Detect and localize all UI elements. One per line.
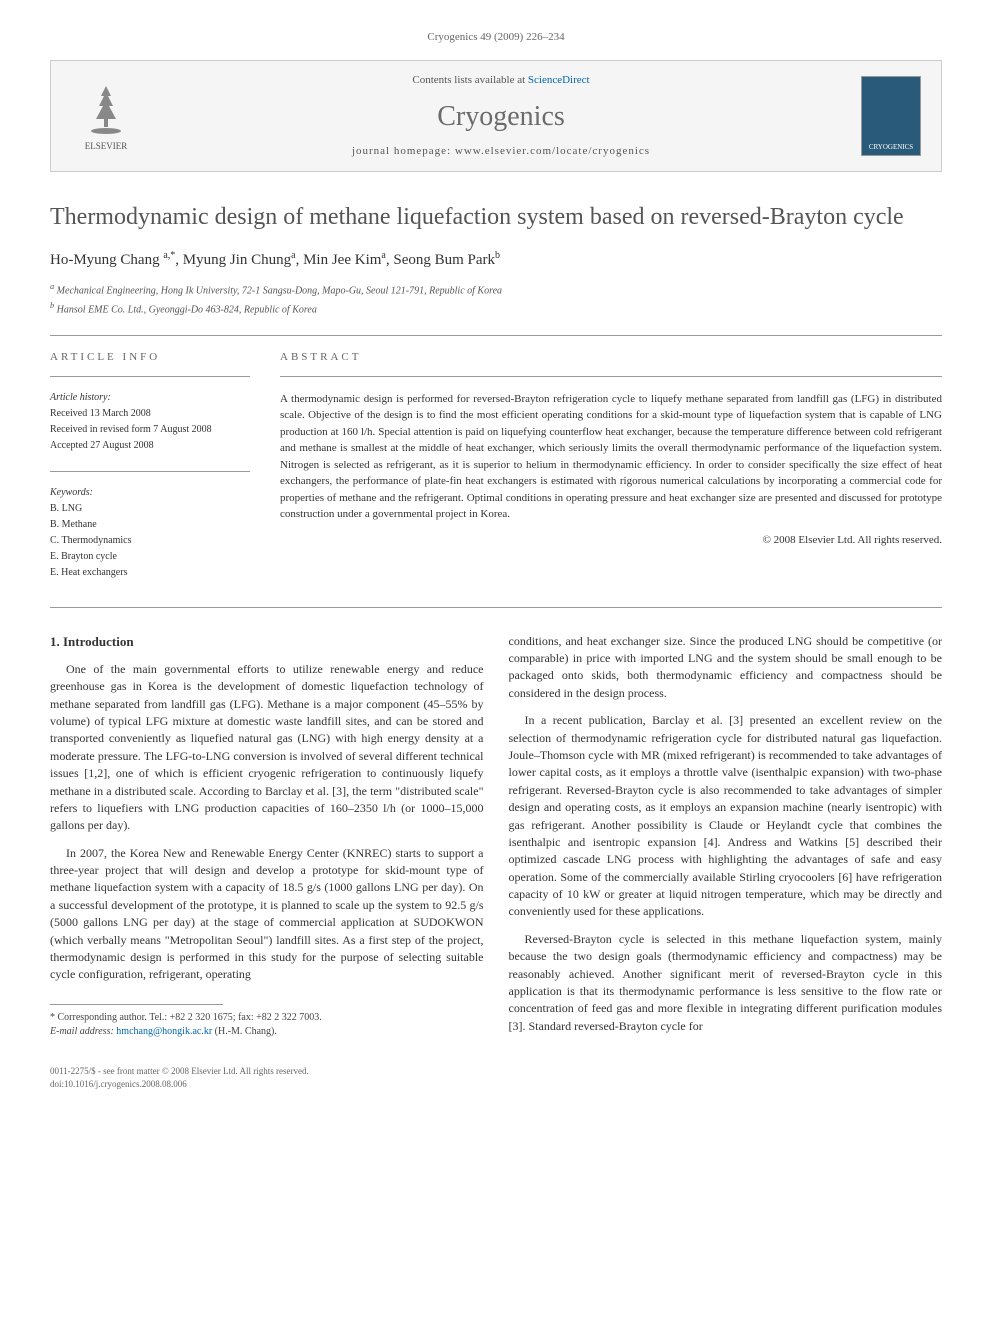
page-header: Cryogenics 49 (2009) 226–234 [50, 30, 942, 45]
history-accepted: Accepted 27 August 2008 [50, 439, 250, 453]
footer-line2: doi:10.1016/j.cryogenics.2008.08.006 [50, 1078, 942, 1091]
corresponding-footnote: * Corresponding author. Tel.: +82 2 320 … [50, 1011, 484, 1039]
right-column: conditions, and heat exchanger size. Sin… [509, 633, 943, 1046]
cover-label: CRYOGENICS [869, 143, 913, 153]
abstract-heading: ABSTRACT [280, 350, 942, 365]
homepage-prefix: journal homepage: [352, 145, 455, 157]
body-divider [50, 607, 942, 608]
affiliation-b: b Hansol EME Co. Ltd., Gyeonggi-Do 463-8… [50, 300, 942, 317]
keyword-item: B. LNG [50, 502, 250, 516]
history-label: Article history: [50, 391, 250, 405]
corresponding-line: * Corresponding author. Tel.: +82 2 320 … [50, 1011, 484, 1025]
keywords-block: Keywords: B. LNG B. Methane C. Thermodyn… [50, 471, 250, 580]
info-abstract-row: ARTICLE INFO Article history: Received 1… [50, 350, 942, 581]
abstract-divider [280, 376, 942, 377]
journal-banner: ELSEVIER Contents lists available at Sci… [50, 60, 942, 172]
footnote-rule [50, 1004, 223, 1005]
journal-name: Cryogenics [141, 97, 861, 136]
body-paragraph: Reversed-Brayton cycle is selected in th… [509, 931, 943, 1035]
page-footer: 0011-2275/$ - see front matter © 2008 El… [50, 1065, 942, 1090]
contents-prefix: Contents lists available at [412, 74, 527, 86]
contents-line: Contents lists available at ScienceDirec… [141, 73, 861, 88]
history-revised: Received in revised form 7 August 2008 [50, 423, 250, 437]
abstract-text: A thermodynamic design is performed for … [280, 391, 942, 523]
homepage-url: www.elsevier.com/locate/cryogenics [455, 145, 650, 157]
citation-text: Cryogenics 49 (2009) 226–234 [427, 31, 564, 43]
section-heading: 1. Introduction [50, 633, 484, 651]
footer-line1: 0011-2275/$ - see front matter © 2008 El… [50, 1065, 942, 1078]
email-link[interactable]: hmchang@hongik.ac.kr [116, 1026, 212, 1037]
copyright-text: © 2008 Elsevier Ltd. All rights reserved… [280, 533, 942, 548]
left-column: 1. Introduction One of the main governme… [50, 633, 484, 1046]
keyword-item: E. Brayton cycle [50, 550, 250, 564]
homepage-line: journal homepage: www.elsevier.com/locat… [141, 144, 861, 159]
authors-list: Ho-Myung Chang a,*, Myung Jin Chunga, Mi… [50, 249, 942, 271]
affiliation-a-text: Mechanical Engineering, Hong Ik Universi… [57, 285, 502, 296]
info-divider [50, 376, 250, 377]
article-info: ARTICLE INFO Article history: Received 1… [50, 350, 250, 581]
keywords-divider [50, 471, 250, 472]
journal-cover-thumbnail: CRYOGENICS [861, 76, 921, 156]
body-columns: 1. Introduction One of the main governme… [50, 633, 942, 1046]
body-paragraph: In 2007, the Korea New and Renewable Ene… [50, 845, 484, 984]
affiliation-a: a Mechanical Engineering, Hong Ik Univer… [50, 281, 942, 298]
affiliations: a Mechanical Engineering, Hong Ik Univer… [50, 281, 942, 318]
email-line: E-mail address: hmchang@hongik.ac.kr (H.… [50, 1025, 484, 1039]
keyword-item: E. Heat exchangers [50, 566, 250, 580]
keywords-label: Keywords: [50, 486, 250, 500]
affiliation-b-text: Hansol EME Co. Ltd., Gyeonggi-Do 463-824… [57, 304, 317, 315]
elsevier-tree-icon [81, 81, 131, 136]
body-paragraph: One of the main governmental efforts to … [50, 661, 484, 835]
info-heading: ARTICLE INFO [50, 350, 250, 365]
history-received: Received 13 March 2008 [50, 407, 250, 421]
banner-center: Contents lists available at ScienceDirec… [141, 73, 861, 159]
divider [50, 335, 942, 336]
publisher-logo: ELSEVIER [71, 76, 141, 156]
publisher-name: ELSEVIER [85, 140, 128, 153]
body-paragraph: conditions, and heat exchanger size. Sin… [509, 633, 943, 703]
email-label: E-mail address: [50, 1026, 114, 1037]
email-suffix: (H.-M. Chang). [215, 1026, 277, 1037]
sciencedirect-link[interactable]: ScienceDirect [528, 74, 590, 86]
keyword-item: C. Thermodynamics [50, 534, 250, 548]
body-paragraph: In a recent publication, Barclay et al. … [509, 712, 943, 921]
article-title: Thermodynamic design of methane liquefac… [50, 202, 942, 233]
keyword-item: B. Methane [50, 518, 250, 532]
abstract-column: ABSTRACT A thermodynamic design is perfo… [280, 350, 942, 581]
